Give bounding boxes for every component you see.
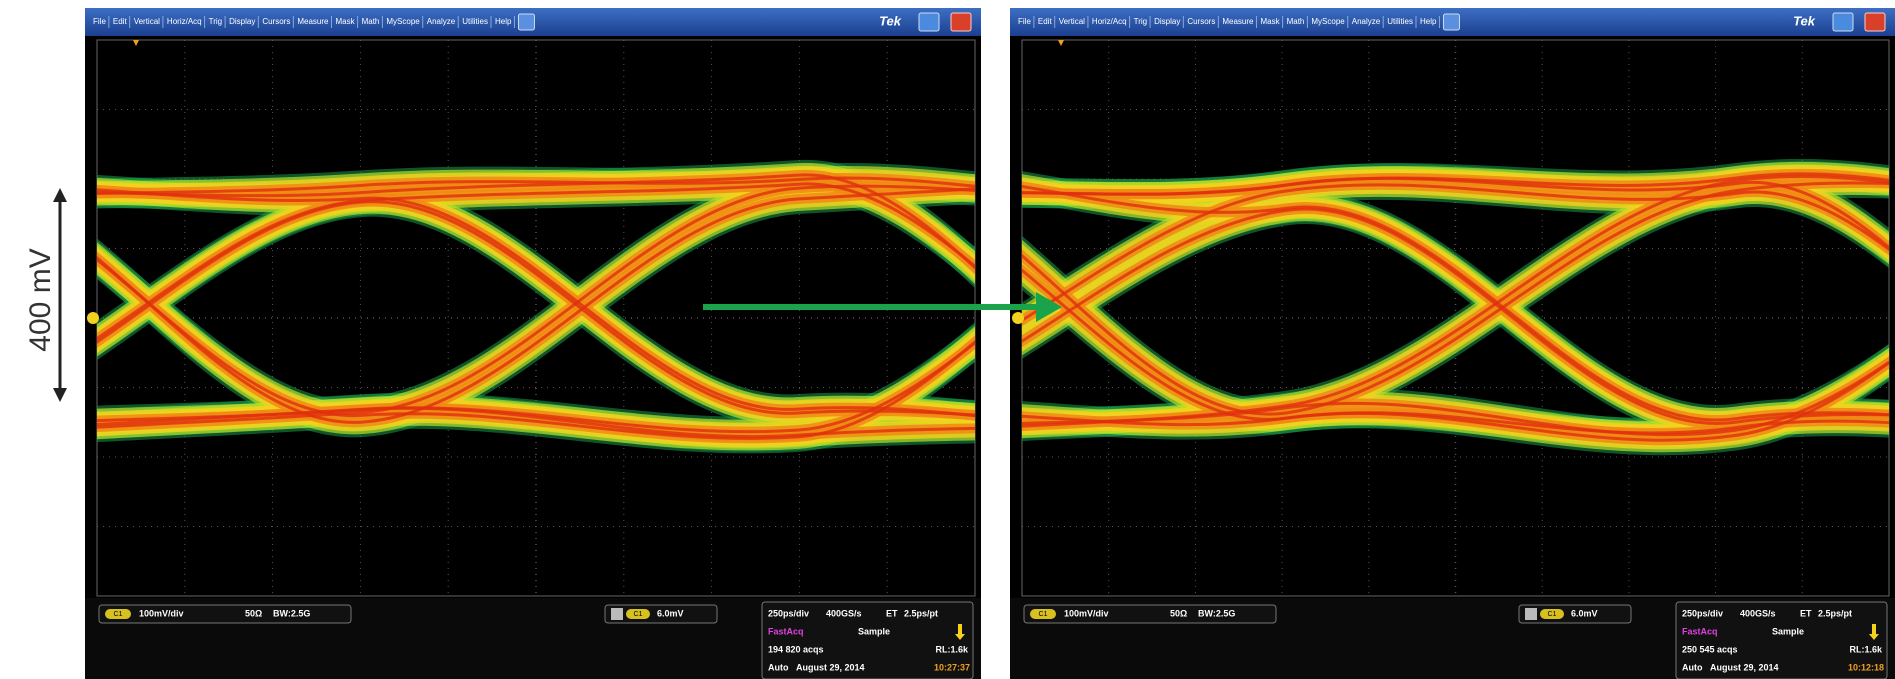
- brand-logo: Tek: [879, 13, 902, 28]
- menu-item[interactable]: Horiz/Acq: [1092, 17, 1127, 26]
- channel-scale: 100mV/div: [1064, 608, 1109, 618]
- menu-item[interactable]: Edit: [113, 17, 128, 26]
- menu-item[interactable]: Math: [1287, 17, 1305, 26]
- bandwidth: BW:2.5G: [1198, 608, 1235, 618]
- menu-item[interactable]: Mask: [1260, 17, 1280, 26]
- menu-item[interactable]: Utilities: [1387, 17, 1413, 26]
- channel-box: [1024, 605, 1276, 623]
- close-button[interactable]: [951, 13, 971, 31]
- menu-item[interactable]: Display: [229, 17, 255, 26]
- menu-item[interactable]: File: [93, 17, 106, 26]
- termination: 50Ω: [245, 608, 262, 618]
- menu-item[interactable]: Analyze: [427, 17, 456, 26]
- menu-item[interactable]: Help: [1420, 17, 1437, 26]
- minimize-button[interactable]: [1833, 13, 1853, 31]
- sample-rate: 400GS/s: [826, 608, 862, 618]
- resolution: 2.5ps/pt: [904, 608, 938, 618]
- trigger-mode: Auto: [768, 662, 789, 672]
- scale-label: 400 mV: [24, 248, 57, 351]
- equivalent-time: ET: [1800, 608, 1812, 618]
- menu-item[interactable]: Vertical: [134, 17, 160, 26]
- menu-item[interactable]: Trig: [1134, 17, 1147, 26]
- help-button[interactable]: [518, 14, 534, 30]
- menu-item[interactable]: MyScope: [1311, 17, 1345, 26]
- menu-item[interactable]: Edit: [1038, 17, 1053, 26]
- acquisition-mode: FastAcq: [768, 626, 804, 636]
- trigger-level: 6.0mV: [1571, 608, 1598, 618]
- date: August 29, 2014: [796, 662, 865, 672]
- brand-logo: Tek: [1793, 13, 1816, 28]
- arrow-head: [53, 188, 67, 202]
- termination: 50Ω: [1170, 608, 1187, 618]
- channel-scale: 100mV/div: [139, 608, 184, 618]
- help-button[interactable]: [1443, 14, 1459, 30]
- trigger-mode: Auto: [1682, 662, 1703, 672]
- acquisition-mode: FastAcq: [1682, 626, 1718, 636]
- menu-item[interactable]: Measure: [297, 17, 329, 26]
- timebase: 250ps/div: [768, 608, 809, 618]
- menu-item[interactable]: Display: [1154, 17, 1180, 26]
- menu-item[interactable]: Cursors: [1187, 17, 1215, 26]
- channel-label: C1: [634, 611, 643, 618]
- trigger-level: 6.0mV: [657, 608, 684, 618]
- menu-item[interactable]: Utilities: [462, 17, 488, 26]
- menu-item[interactable]: Cursors: [262, 17, 290, 26]
- menu-item[interactable]: MyScope: [386, 17, 420, 26]
- sample-rate: 400GS/s: [1740, 608, 1776, 618]
- timebase: 250ps/div: [1682, 608, 1723, 618]
- record-length: RL:1.6k: [935, 644, 969, 654]
- record-length: RL:1.6k: [1849, 644, 1883, 654]
- close-button[interactable]: [1865, 13, 1885, 31]
- menu-item[interactable]: Math: [362, 17, 380, 26]
- menu-item[interactable]: Analyze: [1352, 17, 1381, 26]
- equivalent-time: ET: [886, 608, 898, 618]
- menu-item[interactable]: Help: [495, 17, 512, 26]
- menu-item[interactable]: Trig: [209, 17, 222, 26]
- time: 10:12:18: [1848, 662, 1884, 672]
- acquisition-count: 250 545 acqs: [1682, 644, 1738, 654]
- channel-marker: [87, 312, 99, 324]
- sampling-mode: Sample: [858, 626, 890, 636]
- trigger-icon: [1525, 608, 1537, 620]
- channel-label: C1: [1548, 611, 1557, 618]
- channel-marker: [1012, 312, 1024, 324]
- channel-label: C1: [114, 611, 123, 618]
- menu-item[interactable]: Horiz/Acq: [167, 17, 202, 26]
- menu-item[interactable]: File: [1018, 17, 1031, 26]
- resolution: 2.5ps/pt: [1818, 608, 1852, 618]
- trigger-icon: [611, 608, 623, 620]
- channel-label: C1: [1039, 611, 1048, 618]
- acquisition-count: 194 820 acqs: [768, 644, 824, 654]
- figure: 400 mV File Edit Vertical Horiz/Acq Trig Disp…: [0, 0, 1895, 679]
- menu-item[interactable]: Vertical: [1059, 17, 1085, 26]
- menu-item[interactable]: Measure: [1222, 17, 1254, 26]
- arrow-head: [53, 388, 67, 402]
- channel-box: [99, 605, 351, 623]
- date: August 29, 2014: [1710, 662, 1779, 672]
- scale-annotation: 400 mV: [24, 188, 67, 402]
- bandwidth: BW:2.5G: [273, 608, 310, 618]
- sampling-mode: Sample: [1772, 626, 1804, 636]
- time: 10:27:37: [934, 662, 970, 672]
- minimize-button[interactable]: [919, 13, 939, 31]
- menu-item[interactable]: Mask: [335, 17, 355, 26]
